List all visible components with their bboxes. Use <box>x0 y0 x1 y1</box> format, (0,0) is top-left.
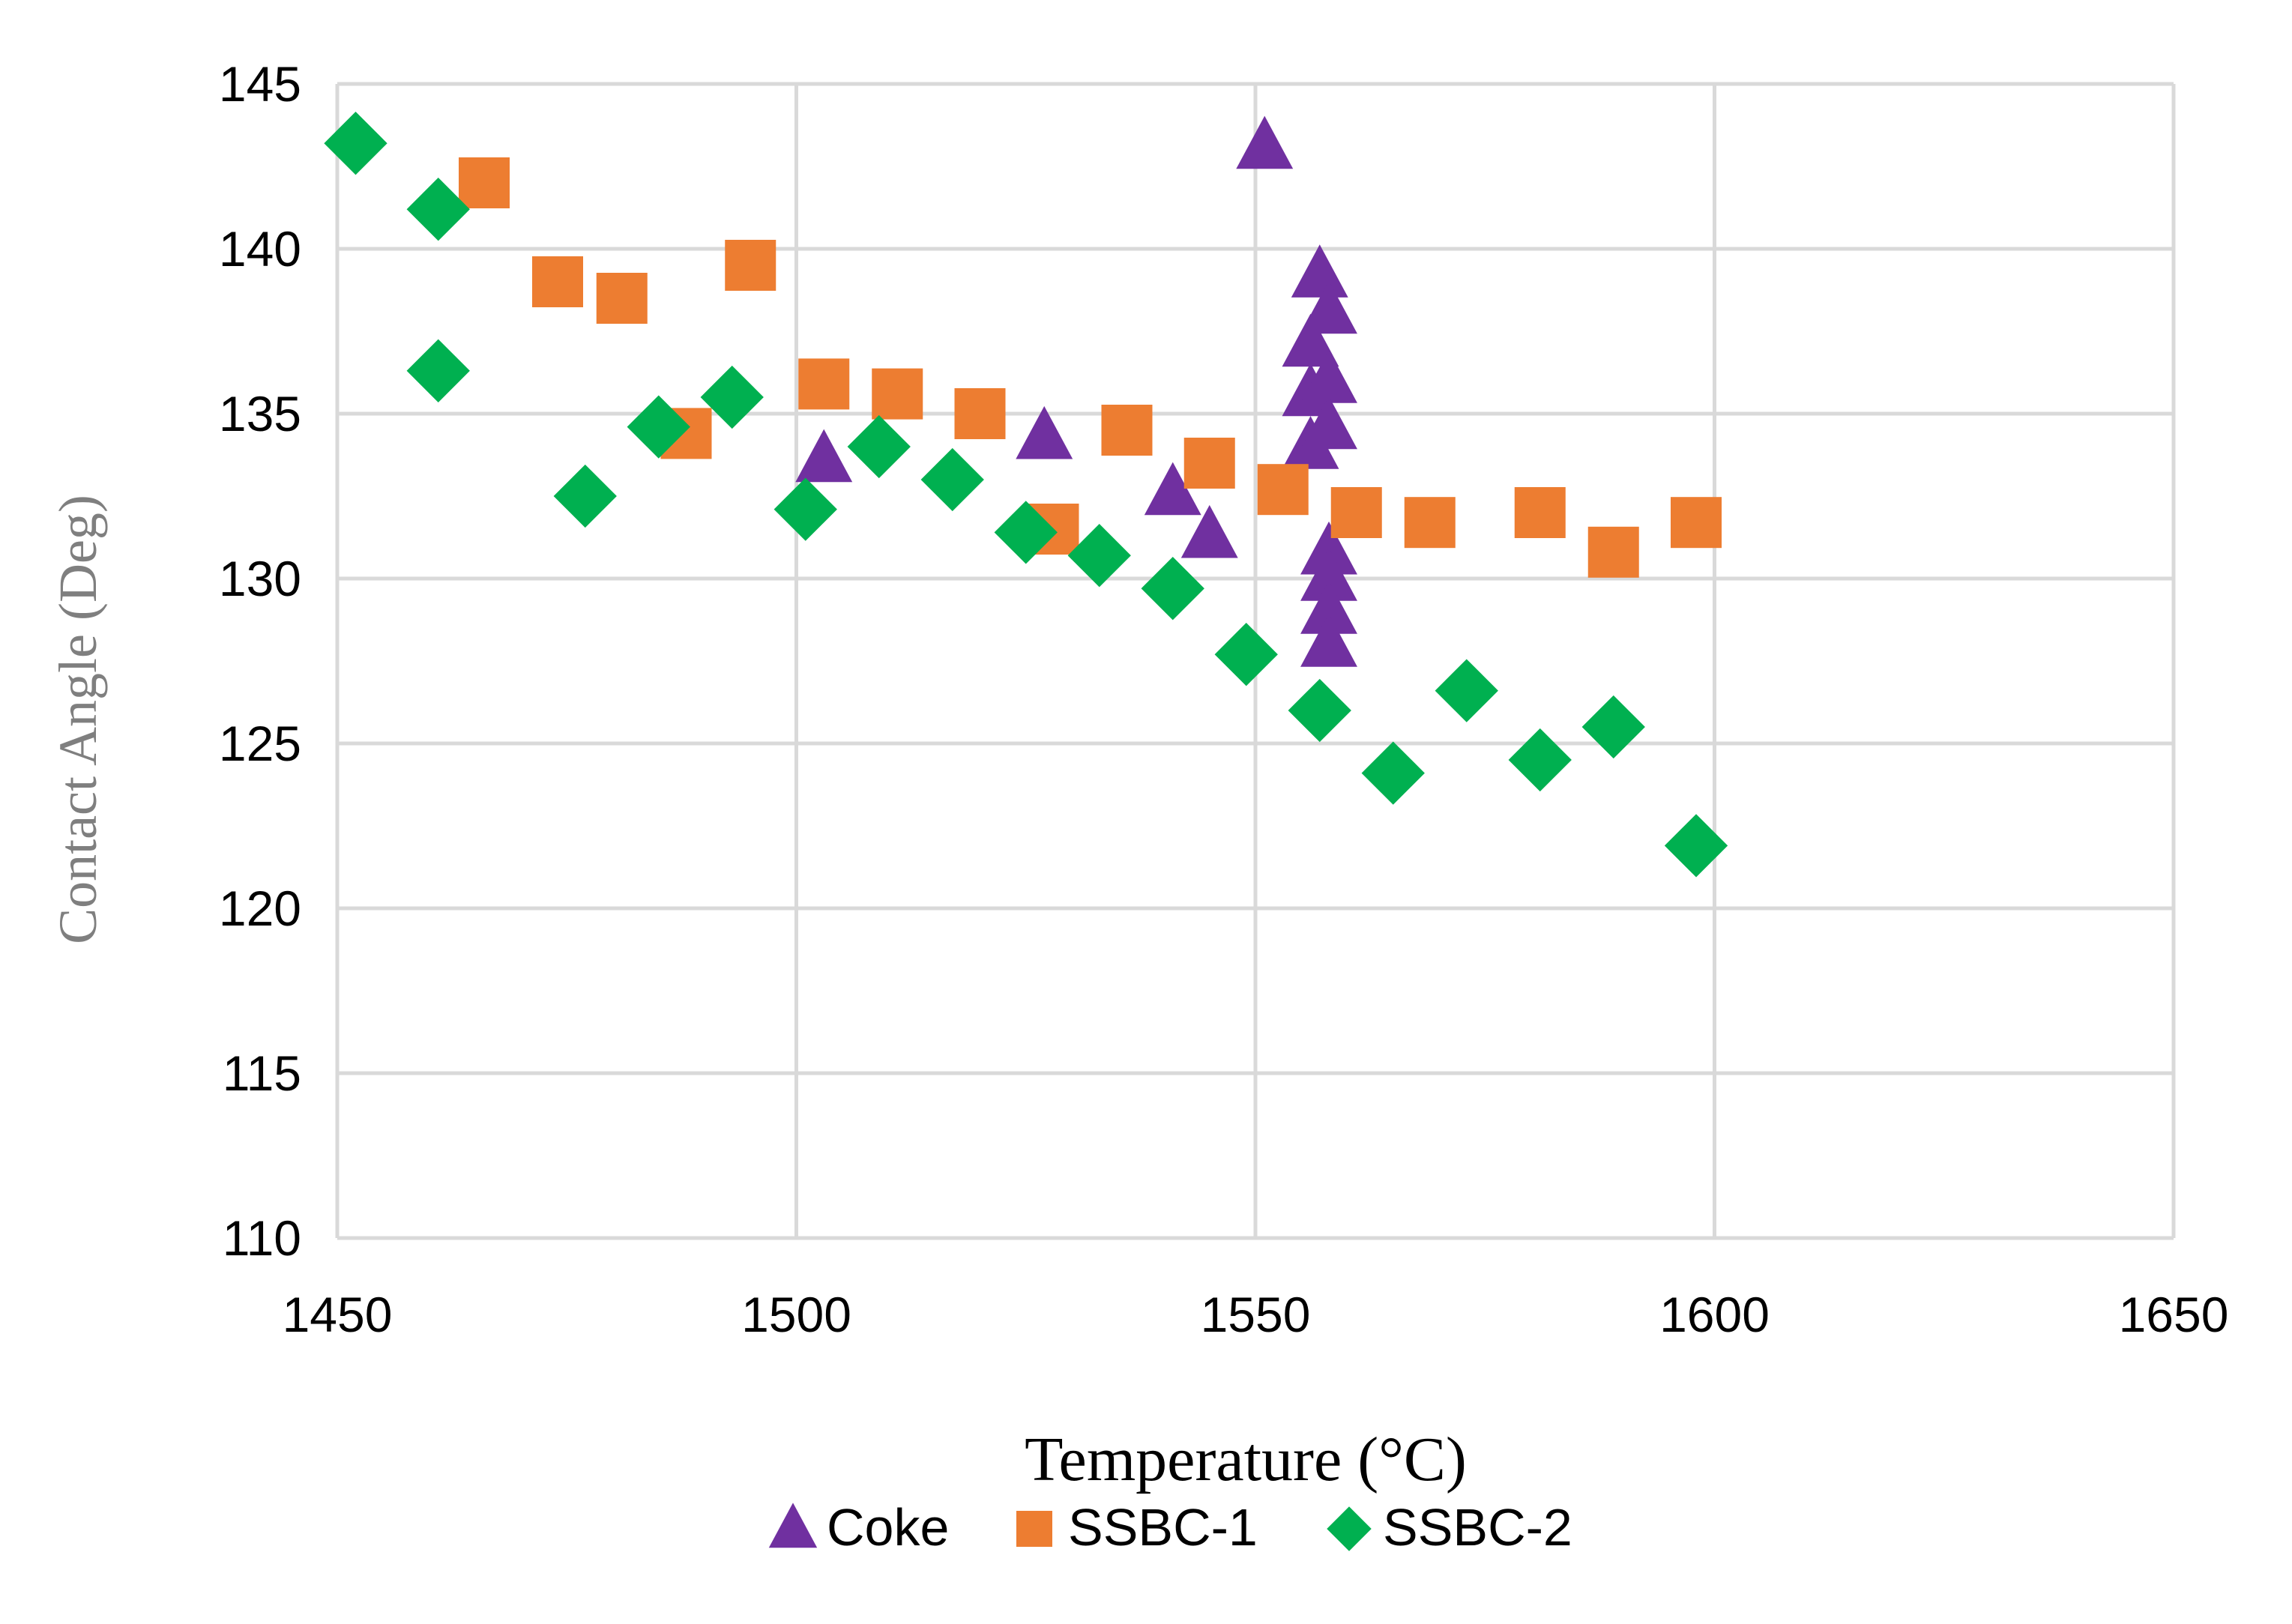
point-ssbc-1 <box>532 256 583 307</box>
point-ssbc-2 <box>1508 728 1572 792</box>
legend-marker-ssbc-2 <box>1327 1506 1372 1551</box>
x-axis-title: Temperature (°C) <box>1025 1425 1467 1494</box>
point-coke <box>795 429 853 483</box>
point-ssbc-1 <box>725 240 776 291</box>
point-coke <box>1300 548 1357 601</box>
point-ssbc-2 <box>1067 524 1131 588</box>
legend-label-ssbc-1: SSBC-1 <box>1068 1498 1258 1557</box>
point-ssbc-1 <box>798 358 850 410</box>
legend-item-ssbc-1: SSBC-1 <box>1016 1498 1258 1557</box>
point-ssbc-1 <box>1671 497 1722 549</box>
x-tick-label: 1550 <box>1201 1287 1311 1342</box>
point-ssbc-2 <box>553 464 617 528</box>
legend: Coke SSBC-1 SSBC-2 <box>768 1498 1572 1557</box>
point-coke <box>1300 396 1357 450</box>
point-coke <box>1300 614 1357 667</box>
point-ssbc-2 <box>1141 557 1204 621</box>
tick-labels: 110 115 120 125 130 135 140 145 1450 1500 1550 1600… <box>219 56 2229 1342</box>
legend-label-coke: Coke <box>827 1498 949 1557</box>
point-ssbc-1 <box>1101 405 1153 456</box>
y-tick-label: 110 <box>223 1210 301 1266</box>
y-tick-label: 130 <box>219 551 301 606</box>
y-tick-label: 125 <box>219 716 301 771</box>
point-coke <box>1300 280 1357 334</box>
x-tick-label: 1450 <box>283 1287 393 1342</box>
point-ssbc-1 <box>954 388 1006 439</box>
point-coke <box>1291 244 1348 298</box>
point-ssbc-2 <box>627 395 690 459</box>
legend-item-ssbc-2: SSBC-2 <box>1327 1498 1572 1557</box>
point-ssbc-2 <box>920 447 984 512</box>
point-ssbc-2 <box>406 339 470 402</box>
point-ssbc-1 <box>1514 487 1566 538</box>
point-ssbc-1 <box>1587 526 1639 578</box>
x-tick-label: 1650 <box>2119 1287 2229 1342</box>
y-tick-label: 115 <box>223 1045 301 1101</box>
point-ssbc-2 <box>847 414 911 479</box>
point-coke <box>1300 581 1357 634</box>
y-axis-title: Contact Angle (Deg) <box>48 495 108 944</box>
legend-marker-ssbc-1 <box>1016 1511 1052 1547</box>
point-ssbc-2 <box>1288 678 1351 743</box>
point-ssbc-1 <box>1404 497 1456 549</box>
y-tick-label: 140 <box>219 221 301 277</box>
legend-marker-coke <box>768 1503 818 1548</box>
point-ssbc-1 <box>459 157 510 208</box>
point-ssbc-2 <box>324 112 387 175</box>
data-points <box>324 112 1728 878</box>
point-ssbc-2 <box>1435 659 1498 722</box>
point-ssbc-1 <box>1330 487 1382 538</box>
point-coke <box>1180 504 1238 558</box>
point-ssbc-2 <box>406 178 470 241</box>
y-tick-label: 145 <box>219 56 301 112</box>
point-coke <box>1016 405 1073 459</box>
point-coke <box>1144 462 1201 516</box>
point-ssbc-2 <box>700 365 764 429</box>
point-ssbc-2 <box>773 477 837 541</box>
point-ssbc-2 <box>994 501 1058 564</box>
point-ssbc-2 <box>1664 814 1728 878</box>
legend-label-ssbc-2: SSBC-2 <box>1383 1498 1572 1557</box>
point-coke <box>1282 313 1339 367</box>
point-ssbc-1 <box>1183 438 1235 489</box>
point-ssbc-2 <box>1581 695 1645 759</box>
point-coke <box>1236 115 1294 169</box>
y-tick-label: 120 <box>219 881 301 936</box>
legend-item-coke: Coke <box>768 1498 949 1557</box>
point-ssbc-1 <box>872 368 923 420</box>
y-tick-label: 135 <box>219 386 301 441</box>
point-ssbc-1 <box>1257 464 1309 516</box>
point-coke <box>1300 350 1357 403</box>
point-ssbc-1 <box>596 273 648 324</box>
point-ssbc-2 <box>1361 741 1425 805</box>
point-ssbc-2 <box>1214 623 1278 686</box>
x-tick-label: 1600 <box>1659 1287 1770 1342</box>
x-tick-label: 1500 <box>741 1287 851 1342</box>
